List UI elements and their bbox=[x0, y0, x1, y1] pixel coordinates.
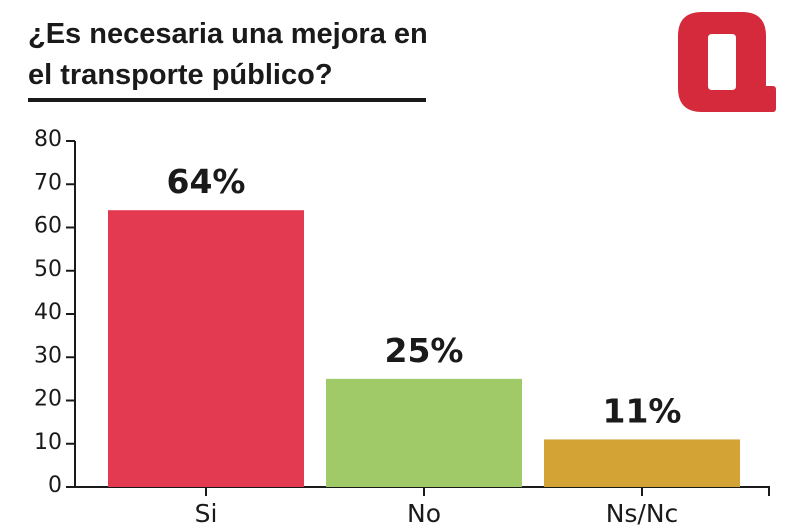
data-label: 64% bbox=[167, 162, 246, 201]
y-tick-label: 60 bbox=[34, 214, 62, 239]
bar-si bbox=[108, 210, 304, 487]
chart-title: ¿Es necesaria una mejora en el transport… bbox=[28, 18, 428, 91]
x-category-label: Si bbox=[195, 499, 218, 528]
logo-tail bbox=[740, 86, 776, 112]
y-tick-label: 50 bbox=[34, 257, 62, 282]
y-tick-label: 80 bbox=[34, 127, 62, 152]
bar-ns-nc bbox=[544, 439, 740, 487]
data-label: 11% bbox=[603, 391, 682, 430]
brand-logo-icon bbox=[678, 12, 776, 112]
bar-no bbox=[326, 378, 522, 487]
y-tick-label: 30 bbox=[34, 343, 62, 368]
title-underline bbox=[28, 98, 426, 102]
x-category-label: No bbox=[407, 499, 441, 528]
y-tick-label: 0 bbox=[48, 473, 62, 498]
x-category-label: Ns/Nc bbox=[606, 499, 679, 528]
y-tick-label: 70 bbox=[34, 170, 62, 195]
y-tick-label: 40 bbox=[34, 300, 62, 325]
y-tick-label: 20 bbox=[34, 387, 62, 412]
data-label: 25% bbox=[385, 331, 464, 370]
y-tick-label: 10 bbox=[34, 430, 62, 455]
